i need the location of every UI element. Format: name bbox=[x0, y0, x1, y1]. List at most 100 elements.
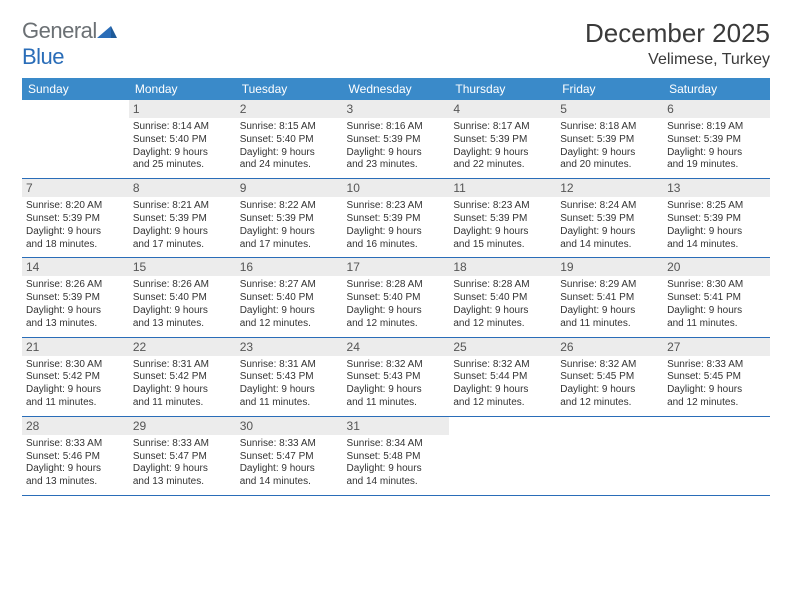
info-line: Sunset: 5:40 PM bbox=[347, 292, 446, 305]
info-line: and 12 minutes. bbox=[453, 318, 552, 331]
info-line: and 13 minutes. bbox=[133, 318, 232, 331]
info-line: Sunrise: 8:14 AM bbox=[133, 121, 232, 134]
calendar-cell: 26Sunrise: 8:32 AMSunset: 5:45 PMDayligh… bbox=[556, 337, 663, 416]
calendar-cell bbox=[556, 416, 663, 495]
day-number: 8 bbox=[129, 179, 236, 197]
info-line: Sunrise: 8:33 AM bbox=[667, 359, 766, 372]
info-line: Sunrise: 8:22 AM bbox=[240, 200, 339, 213]
weekday-header: Monday bbox=[129, 78, 236, 100]
info-line: Sunrise: 8:29 AM bbox=[560, 279, 659, 292]
info-line: Daylight: 9 hours bbox=[240, 463, 339, 476]
calendar-cell: 1 Sunrise: 8:14 AMSunset: 5:40 PMDaylight… bbox=[129, 100, 236, 179]
weekday-header: Friday bbox=[556, 78, 663, 100]
calendar-row: 7 Sunrise: 8:20 AM Sunset: 5:39 PM Daylight… bbox=[22, 179, 770, 258]
info-line: Sunrise: 8:34 AM bbox=[347, 438, 446, 451]
info-line: and 14 minutes. bbox=[667, 239, 766, 252]
info-line: Sunrise: 8:19 AM bbox=[667, 121, 766, 134]
info-line: Sunrise: 8:27 AM bbox=[240, 279, 339, 292]
info-line: Daylight: 9 hours bbox=[347, 226, 446, 239]
info-line: Daylight: 9 hours bbox=[26, 463, 125, 476]
info-line: Daylight: 9 hours bbox=[347, 305, 446, 318]
calendar-cell: 13Sunrise: 8:25 AMSunset: 5:39 PMDayligh… bbox=[663, 179, 770, 258]
info-line: Daylight: 9 hours bbox=[240, 305, 339, 318]
info-line: Sunset: 5:39 PM bbox=[133, 213, 232, 226]
calendar-row: 14Sunrise: 8:26 AMSunset: 5:39 PMDayligh… bbox=[22, 258, 770, 337]
calendar-cell: 14Sunrise: 8:26 AMSunset: 5:39 PMDayligh… bbox=[22, 258, 129, 337]
info-line: Daylight: 9 hours bbox=[347, 463, 446, 476]
day-number: 25 bbox=[449, 338, 556, 356]
info-line: Daylight: 9 hours bbox=[240, 147, 339, 160]
info-line: and 11 minutes. bbox=[347, 397, 446, 410]
info-line: and 13 minutes. bbox=[26, 476, 125, 489]
day-number: 1 bbox=[129, 100, 236, 118]
info-line: Sunrise: 8:32 AM bbox=[347, 359, 446, 372]
info-line: Sunset: 5:40 PM bbox=[453, 292, 552, 305]
calendar-cell: 5Sunrise: 8:18 AMSunset: 5:39 PMDaylight… bbox=[556, 100, 663, 179]
info-line: and 15 minutes. bbox=[453, 239, 552, 252]
info-line: Sunset: 5:39 PM bbox=[560, 213, 659, 226]
day-info: Sunrise: 8:25 AMSunset: 5:39 PMDaylight:… bbox=[667, 200, 766, 251]
calendar-cell: 31Sunrise: 8:34 AMSunset: 5:48 PMDayligh… bbox=[343, 416, 450, 495]
day-number: 7 bbox=[22, 179, 129, 197]
day-number: 12 bbox=[556, 179, 663, 197]
info-line: and 20 minutes. bbox=[560, 159, 659, 172]
info-line: Sunset: 5:40 PM bbox=[133, 134, 232, 147]
day-number: 4 bbox=[449, 100, 556, 118]
day-number: 6 bbox=[663, 100, 770, 118]
info-line: and 22 minutes. bbox=[453, 159, 552, 172]
day-number: 17 bbox=[343, 258, 450, 276]
info-line: Sunrise: 8:30 AM bbox=[667, 279, 766, 292]
info-line: Sunrise: 8:33 AM bbox=[240, 438, 339, 451]
day-info: Sunrise: 8:19 AMSunset: 5:39 PMDaylight:… bbox=[667, 121, 766, 172]
info-line: Daylight: 9 hours bbox=[453, 226, 552, 239]
day-info: Sunrise: 8:14 AMSunset: 5:40 PMDaylight:… bbox=[133, 121, 232, 172]
info-line: and 14 minutes. bbox=[560, 239, 659, 252]
info-line: Sunrise: 8:20 AM bbox=[26, 200, 125, 213]
day-info: Sunrise: 8:18 AMSunset: 5:39 PMDaylight:… bbox=[560, 121, 659, 172]
day-info: Sunrise: 8:24 AMSunset: 5:39 PMDaylight:… bbox=[560, 200, 659, 251]
info-line: Sunrise: 8:23 AM bbox=[347, 200, 446, 213]
info-line: Sunrise: 8:16 AM bbox=[347, 121, 446, 134]
day-number: 2 bbox=[236, 100, 343, 118]
info-line: Sunset: 5:41 PM bbox=[560, 292, 659, 305]
info-line: and 25 minutes. bbox=[133, 159, 232, 172]
info-line: Daylight: 9 hours bbox=[667, 226, 766, 239]
info-line: Daylight: 9 hours bbox=[453, 147, 552, 160]
info-line: Sunset: 5:41 PM bbox=[667, 292, 766, 305]
calendar-cell: 17Sunrise: 8:28 AMSunset: 5:40 PMDayligh… bbox=[343, 258, 450, 337]
day-number: 24 bbox=[343, 338, 450, 356]
info-line: Daylight: 9 hours bbox=[26, 226, 125, 239]
info-line: and 14 minutes. bbox=[240, 476, 339, 489]
info-line: Sunrise: 8:32 AM bbox=[453, 359, 552, 372]
calendar-cell bbox=[663, 416, 770, 495]
calendar-cell: 16Sunrise: 8:27 AMSunset: 5:40 PMDayligh… bbox=[236, 258, 343, 337]
day-number: 20 bbox=[663, 258, 770, 276]
info-line: Sunset: 5:47 PM bbox=[240, 451, 339, 464]
info-line: Sunrise: 8:23 AM bbox=[453, 200, 552, 213]
info-line: and 11 minutes. bbox=[133, 397, 232, 410]
info-line: Sunset: 5:39 PM bbox=[240, 213, 339, 226]
info-line: and 12 minutes. bbox=[453, 397, 552, 410]
day-number bbox=[556, 417, 663, 435]
info-line: Sunrise: 8:31 AM bbox=[133, 359, 232, 372]
info-line: and 17 minutes. bbox=[133, 239, 232, 252]
info-line: Sunrise: 8:17 AM bbox=[453, 121, 552, 134]
info-line: Daylight: 9 hours bbox=[560, 147, 659, 160]
info-line: Daylight: 9 hours bbox=[133, 305, 232, 318]
info-line: and 17 minutes. bbox=[240, 239, 339, 252]
info-line: Daylight: 9 hours bbox=[667, 384, 766, 397]
info-line: Sunset: 5:40 PM bbox=[240, 134, 339, 147]
day-info: Sunrise: 8:22 AMSunset: 5:39 PMDaylight:… bbox=[240, 200, 339, 251]
info-line: Sunrise: 8:26 AM bbox=[133, 279, 232, 292]
header: General Blue December 2025 Velimese, Tur… bbox=[22, 18, 770, 70]
info-line: Sunset: 5:39 PM bbox=[560, 134, 659, 147]
info-line: Sunset: 5:47 PM bbox=[133, 451, 232, 464]
info-line: Daylight: 9 hours bbox=[453, 384, 552, 397]
brand-mark-icon bbox=[97, 18, 117, 44]
info-line: Sunrise: 8:25 AM bbox=[667, 200, 766, 213]
day-info: Sunrise: 8:32 AMSunset: 5:44 PMDaylight:… bbox=[453, 359, 552, 410]
weekday-header-row: Sunday Monday Tuesday Wednesday Thursday… bbox=[22, 78, 770, 100]
day-info: Sunrise: 8:33 AMSunset: 5:47 PMDaylight:… bbox=[240, 438, 339, 489]
info-line: Daylight: 9 hours bbox=[240, 384, 339, 397]
calendar-cell: 10Sunrise: 8:23 AMSunset: 5:39 PMDayligh… bbox=[343, 179, 450, 258]
